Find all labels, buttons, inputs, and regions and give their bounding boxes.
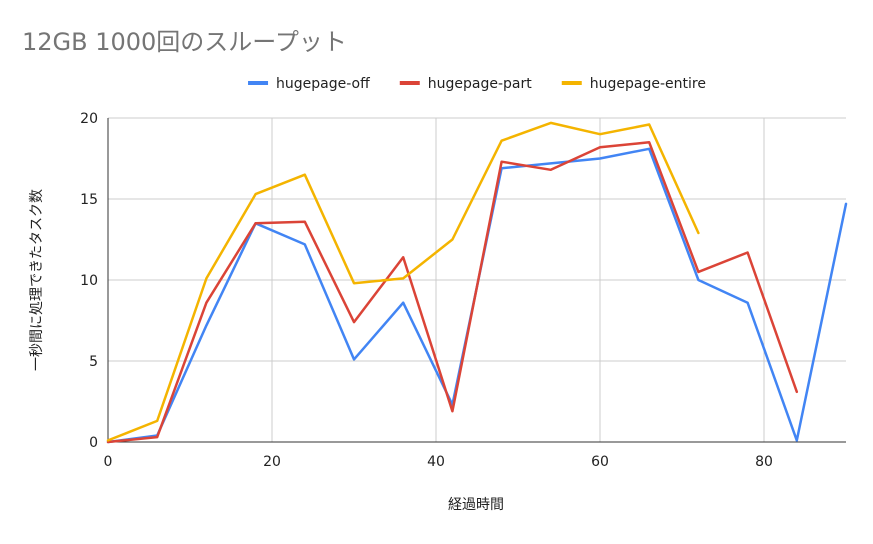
x-tick-label: 60 <box>591 454 609 470</box>
axes <box>107 118 846 443</box>
x-tick-label: 20 <box>263 454 281 470</box>
y-axis-title: 一秒間に処理できたタスク数 <box>29 189 45 371</box>
series-line-hugepage-entire <box>106 121 700 442</box>
y-tick-label: 20 <box>80 111 98 127</box>
legend-label: hugepage-entire <box>590 76 706 92</box>
x-axis-title: 経過時間 <box>448 497 504 513</box>
series-line-hugepage-part <box>106 141 799 444</box>
tick-labels: 0 5 10 15 20 0 20 40 60 80 <box>80 111 773 470</box>
y-tick-label: 0 <box>89 435 98 451</box>
legend-label: hugepage-part <box>428 76 532 92</box>
x-tick-label: 0 <box>104 454 113 470</box>
y-tick-label: 10 <box>80 273 98 289</box>
x-tick-label: 40 <box>427 454 445 470</box>
y-tick-label: 5 <box>89 354 98 370</box>
y-tick-label: 15 <box>80 192 98 208</box>
legend: hugepage-off hugepage-part hugepage-entire <box>248 76 706 92</box>
series-lines <box>106 121 848 444</box>
legend-label: hugepage-off <box>276 76 370 92</box>
x-tick-label: 80 <box>755 454 773 470</box>
chart-title: 12GB 1000回のスループット <box>22 28 347 56</box>
